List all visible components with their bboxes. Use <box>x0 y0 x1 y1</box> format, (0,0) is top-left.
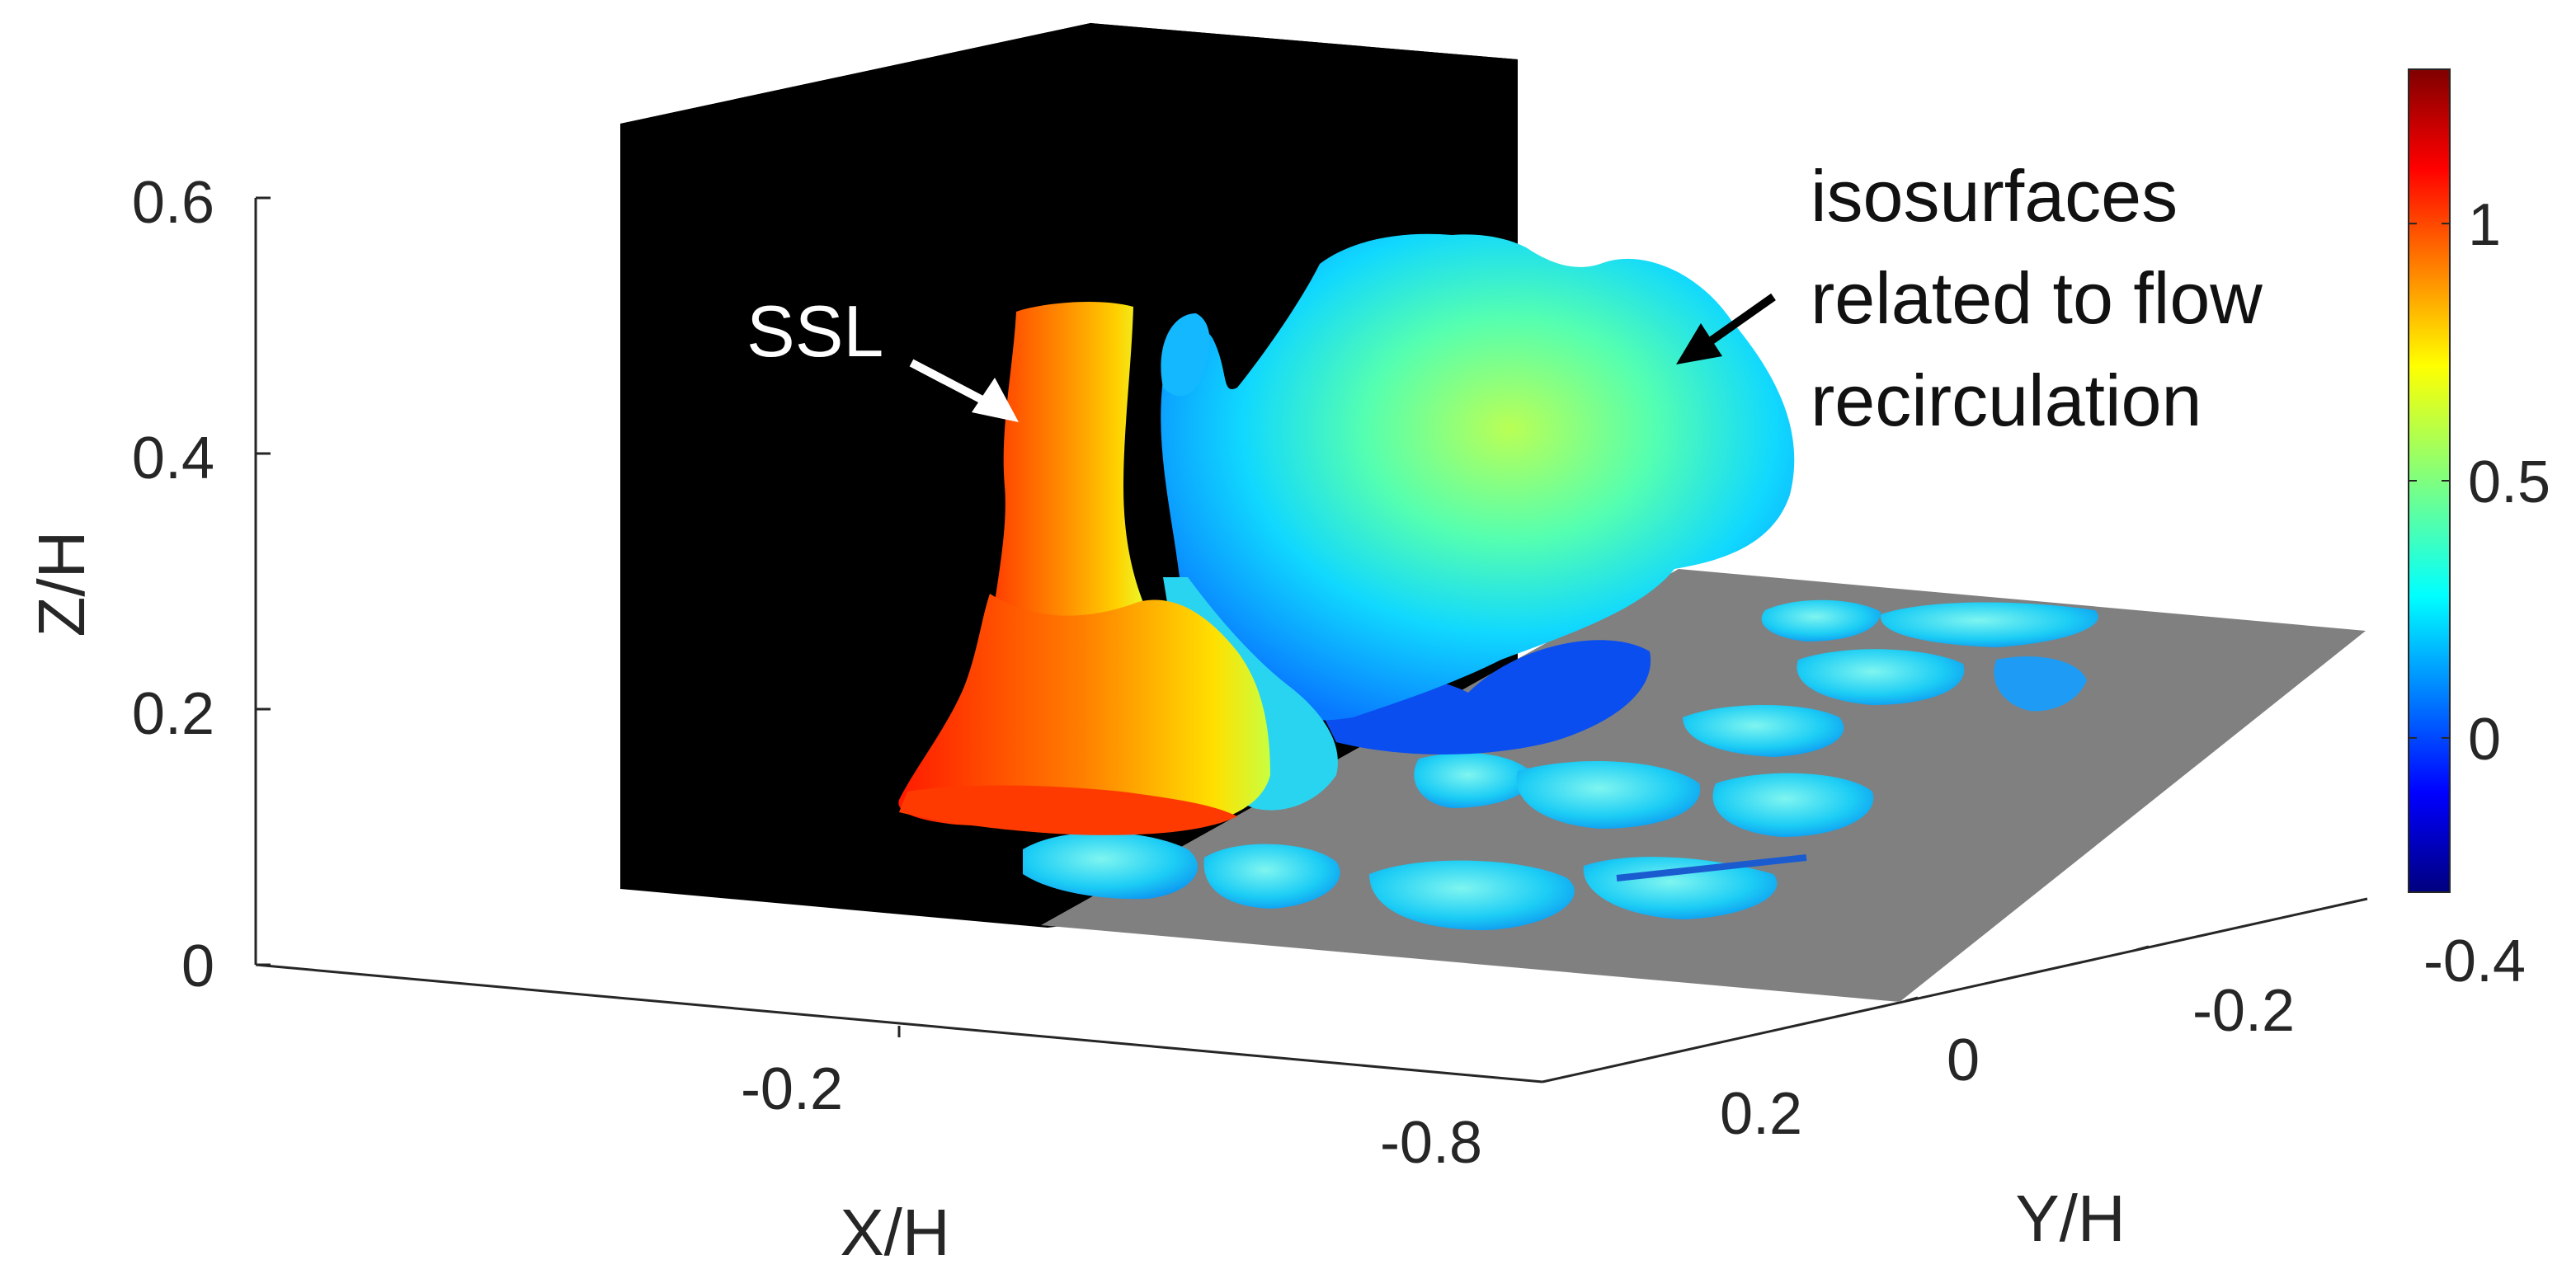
y-tick-label: 0.2 <box>1720 1081 1802 1147</box>
recirculation-arrow-shaft <box>1698 293 1776 352</box>
y-axis-label: Y/H <box>2015 1182 2125 1255</box>
ssl-base <box>898 594 1270 830</box>
z-tick-label: 0.6 <box>132 170 214 236</box>
y-tick-label: 0 <box>1947 1027 1980 1093</box>
z-tick-labels: 0.6 0.4 0.2 0 <box>132 170 214 999</box>
z-tick-label: 0.2 <box>132 681 214 747</box>
ssl-isosurface <box>898 301 1270 835</box>
z-tick-label: 0.4 <box>132 425 214 491</box>
isosurface-patch <box>1683 705 1844 757</box>
y-tick-labels: -0.4 -0.2 0 0.2 <box>1720 928 2526 1147</box>
colorbar-ticks: 10.50 <box>2409 192 2550 773</box>
ground-isosurface-patches <box>1023 599 2098 930</box>
recirculation-label-line2: related to flow <box>1811 257 2263 339</box>
recirculation-blob-base <box>1320 640 1651 754</box>
x-tick-label: -0.2 <box>741 1056 843 1122</box>
recirculation-blob-lobe <box>1161 313 1210 397</box>
isosurface-patch <box>1203 844 1340 909</box>
isosurface-patch <box>1761 599 1881 642</box>
isosurface-patch <box>1369 860 1575 930</box>
isosurface-patch <box>1880 602 2098 647</box>
colorbar-tick-label: 0 <box>2468 707 2501 773</box>
y-tick-mark <box>2136 945 2150 952</box>
recirculation-label-line3: recirculation <box>1811 360 2202 441</box>
x-tick-label: -0.8 <box>1380 1110 1482 1176</box>
recirculation-arrow-head <box>1676 323 1722 364</box>
isosurface-streak <box>1616 854 1807 881</box>
ssl-label: SSL <box>746 290 883 372</box>
isosurface-patch <box>1023 832 1198 900</box>
annotations: SSL isosurfaces related to flow recircul… <box>746 155 2263 441</box>
z-tick-marks <box>256 196 271 966</box>
z-axis-label: Z/H <box>25 531 98 637</box>
colorbar-tick-label: 1 <box>2468 192 2501 258</box>
ssl-column <box>990 301 1148 638</box>
y-tick-label: -0.4 <box>2423 928 2526 994</box>
z-tick-label: 0 <box>181 933 214 999</box>
y-tick-mark <box>1905 996 1919 1003</box>
isosurface-patch <box>1712 773 1874 837</box>
isosurface-patch <box>1797 649 1965 705</box>
ssl-arrow-head <box>972 378 1019 422</box>
ssl-lip <box>899 785 1237 835</box>
isosurface-patch <box>1414 752 1534 808</box>
axes <box>254 196 2368 1084</box>
x-axis-label: X/H <box>840 1196 949 1269</box>
recirculation-label-line1: isosurfaces <box>1811 155 2178 237</box>
recirculation-blob <box>1161 233 1795 721</box>
colorbar: 10.50 <box>2408 68 2550 893</box>
isosurface-patch <box>1516 761 1701 829</box>
y-axis-line <box>1542 897 2368 1084</box>
x-axis-line <box>255 963 1543 1084</box>
isosurface-patch <box>1994 656 2087 712</box>
isosurface-patch <box>1583 857 1778 919</box>
x-tick-labels: -0.2 -0.8 <box>741 1026 1482 1176</box>
y-tick-label: -0.2 <box>2192 978 2295 1044</box>
colorbar-tick-label: 0.5 <box>2468 449 2550 515</box>
